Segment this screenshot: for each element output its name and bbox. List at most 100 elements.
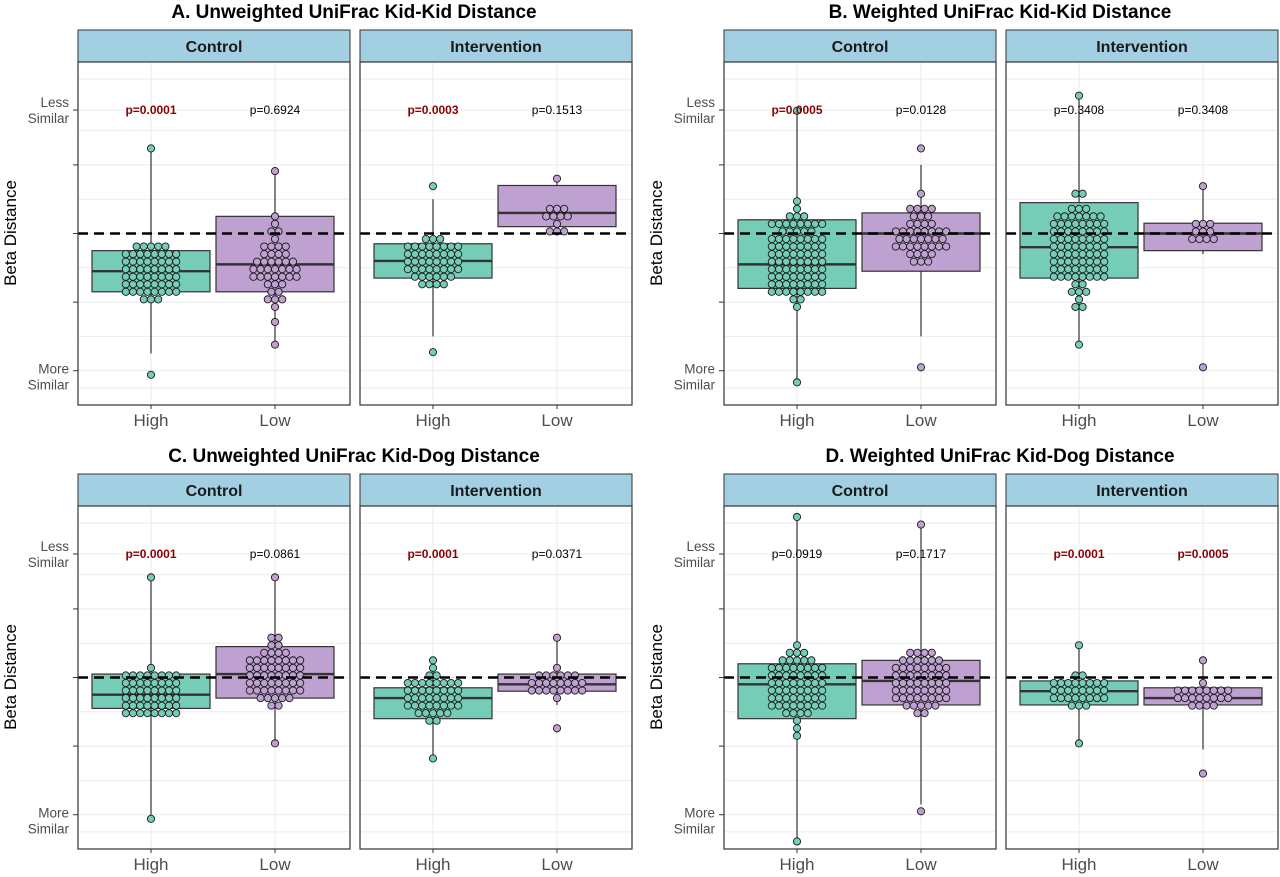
data-point [803, 709, 812, 718]
data-point [913, 678, 922, 688]
data-point [267, 257, 276, 266]
data-point [1071, 257, 1080, 266]
data-point [774, 265, 784, 274]
data-point [796, 257, 805, 266]
data-point [931, 234, 940, 244]
data-point [172, 701, 181, 710]
data-point [1078, 671, 1087, 680]
data-point [1074, 340, 1084, 349]
x-tick-label: High [134, 411, 169, 430]
data-point [1071, 219, 1080, 228]
data-point [927, 204, 936, 213]
data-point [818, 287, 827, 296]
data-point [439, 242, 448, 251]
data-point [128, 678, 138, 688]
data-point [789, 257, 798, 266]
data-point [800, 212, 809, 221]
data-point [421, 709, 430, 718]
data-point [796, 219, 805, 228]
data-point [1078, 242, 1087, 251]
data-point [552, 204, 562, 213]
data-point [782, 250, 791, 259]
data-point [796, 250, 805, 259]
data-point [439, 694, 448, 703]
data-point [1049, 265, 1058, 274]
plot-border [359, 61, 633, 406]
data-point [1100, 694, 1109, 703]
data-point [552, 219, 562, 228]
data-point [803, 287, 812, 296]
data-point [146, 573, 156, 582]
data-point [274, 656, 283, 665]
data-point [934, 694, 944, 703]
data-point [1202, 694, 1211, 703]
data-point [270, 272, 280, 281]
data-point [278, 295, 287, 304]
data-point [1049, 257, 1058, 266]
data-point [128, 250, 138, 259]
data-point [278, 265, 287, 274]
facet-strip [723, 473, 997, 507]
data-point [916, 520, 926, 529]
p-value-label: p=0.0005 [771, 103, 822, 117]
data-point [172, 257, 181, 266]
data-point [164, 265, 174, 274]
x-tick-label: Low [541, 855, 573, 874]
data-point [942, 242, 951, 251]
data-point [428, 754, 438, 763]
data-point [916, 363, 926, 372]
data-point [774, 250, 784, 259]
data-point [1100, 257, 1109, 266]
data-point [432, 272, 441, 281]
data-point [288, 678, 298, 688]
data-point [934, 686, 944, 695]
data-point [410, 694, 420, 703]
data-point [1188, 234, 1197, 244]
data-point [1056, 686, 1066, 695]
p-value-label: p=0.0005 [1177, 547, 1228, 561]
x-tick-label: Low [905, 411, 937, 430]
group-high: p=0.0919 High [737, 512, 857, 874]
data-point [139, 295, 148, 304]
data-point [1082, 204, 1091, 213]
data-point [136, 287, 145, 296]
chart-title: A. Unweighted UniFrac Kid-Kid Distance [171, 2, 536, 23]
data-point [164, 250, 174, 259]
data-point [432, 250, 441, 259]
data-point [1092, 272, 1102, 281]
data-point [256, 694, 265, 703]
facet-control: Control p=0.0001 High p=0.0861 Low [77, 473, 351, 874]
data-point [1082, 701, 1091, 710]
data-point [934, 663, 944, 672]
data-point [121, 701, 130, 710]
data-point [810, 694, 820, 703]
data-point [552, 663, 562, 672]
data-point [1092, 678, 1102, 688]
data-point [1198, 182, 1208, 191]
data-point [1100, 234, 1109, 244]
data-point [285, 694, 294, 703]
data-point [789, 701, 798, 710]
data-point [439, 265, 448, 274]
data-point [1198, 656, 1208, 665]
y-tick-label-top-line2: Similar [28, 111, 70, 126]
data-point [924, 234, 933, 244]
data-point [891, 694, 900, 703]
data-point [285, 265, 294, 274]
facet-intervention: Intervention p=0.0001 High p=0.0005 Low [1005, 473, 1279, 874]
data-point [418, 678, 427, 688]
data-point [1064, 686, 1073, 695]
data-point [263, 272, 272, 281]
data-point [446, 678, 456, 688]
data-point [270, 234, 280, 244]
data-point [803, 678, 812, 688]
data-point [916, 212, 926, 221]
data-point [454, 257, 463, 266]
data-point [446, 701, 456, 710]
data-point [942, 686, 951, 695]
data-point [443, 709, 452, 718]
data-point [913, 709, 922, 718]
data-point [436, 709, 445, 718]
data-point [792, 731, 802, 740]
data-point [150, 686, 159, 695]
